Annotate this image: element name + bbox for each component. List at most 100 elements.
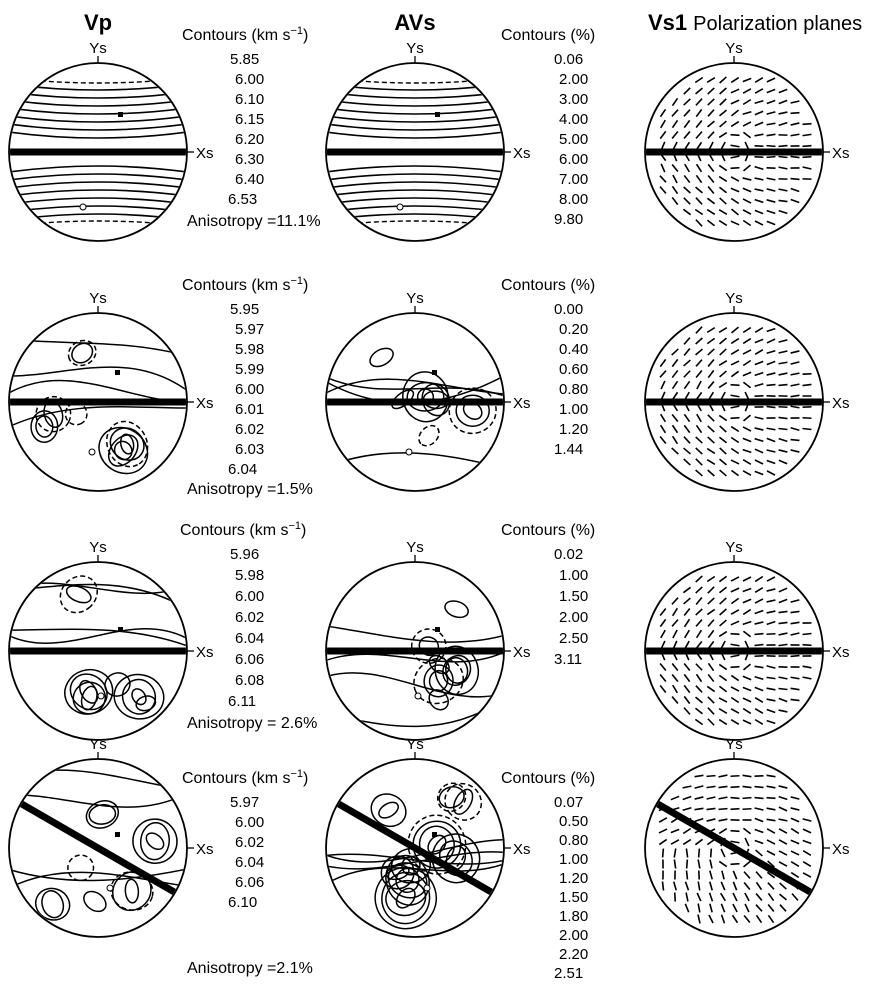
polarization-tick [718,860,728,868]
polarization-tick [706,608,716,616]
polarization-tick [790,155,800,159]
polarization-tick [718,575,728,583]
polarization-tick [718,674,728,682]
polarization-tick [719,197,727,205]
polarization-tick [790,599,800,603]
vp-value: 5.85 [230,51,259,68]
polarization-tick [660,163,666,173]
polarization-tick [802,828,812,834]
contour-line [64,668,114,715]
polarization-tick [742,381,752,389]
polarization-tick [709,859,713,869]
polarization-tick [778,188,788,192]
polarization-tick [754,338,764,344]
stereonet-contents [327,77,503,227]
polarization-tick [754,188,764,192]
vp-value: 6.04 [228,461,257,478]
polarization-tick [697,881,701,891]
polarization-tick [730,187,740,193]
polarization-tick [742,675,752,681]
contour-line [10,165,186,173]
vp-contours-title: Contours (km s−1) [182,25,308,44]
xs-axis-label: Xs [196,644,214,661]
polarization-tick [767,882,775,890]
polarization-tick [730,349,740,355]
polarization-tick [754,416,764,420]
vp-contour-values: 5.85 6.00 6.10 6.15 6.20 6.30 6.40 6.53 [228,51,264,208]
contour-line-dashed [59,575,98,614]
polarization-tick [742,827,752,835]
vp-value: 6.20 [235,131,264,148]
polarization-tick [790,122,800,126]
polarization-tick [802,427,812,431]
polarization-tick [766,372,776,376]
polarization-tick [779,893,787,901]
polarization-tick [790,676,800,680]
polarization-tick [719,608,727,616]
polarization-tick [718,796,728,800]
polarization-tick [754,807,764,811]
polarization-tick [790,438,800,442]
minimum-marker [423,884,431,892]
avs-value: 0.60 [559,361,588,378]
contour-line [10,406,186,428]
polarization-tick [754,665,764,669]
polarization-tick [709,881,713,891]
vp-value: 6.00 [235,588,264,605]
polarization-tick [742,88,752,94]
polarization-tick [754,621,764,625]
polarization-tick [659,108,667,118]
polarization-tick [730,686,740,692]
polarization-tick [766,620,776,626]
polarization-tick [671,109,679,117]
stereonet-contents [327,782,503,930]
anisotropy-label: Anisotropy =11.1% [187,213,321,230]
stereonet-avs-row-2: Ys Xs [325,290,531,492]
polarization-tick [683,348,691,356]
polarization-tick [766,405,776,409]
polarization-tick [671,369,679,379]
polarization-tick [708,914,714,924]
polarization-tick [730,360,740,366]
vp-value: 6.04 [235,630,264,647]
polarization-tick [707,597,715,605]
polarization-tick [695,640,703,650]
polarization-tick [742,587,752,593]
polarization-tick [778,687,788,691]
contour-line [327,376,503,397]
polarization-tick [685,870,689,880]
polarization-tick [659,186,667,194]
polarization-tick [695,337,703,345]
contour-line [431,833,481,884]
contour-line-dashed [105,420,149,468]
polarization-tick [719,469,727,477]
contour-line [71,342,94,364]
minimum-marker [88,448,96,456]
stereonet-avs-row-1: Ys Xs [325,40,531,242]
polarization-tick [683,707,691,715]
polarization-tick [731,208,739,216]
polarization-tick [778,709,788,713]
polarization-tick [682,838,692,846]
polarization-tick [661,848,665,858]
polarization-tick [682,208,692,216]
polarization-tick [719,76,727,84]
polarization-tick [766,676,776,680]
contour-line [10,173,186,181]
polarization-tick [707,586,715,594]
polarization-tick [683,413,691,423]
polarization-tick [718,131,728,139]
polarization-tick [742,77,752,83]
polarization-tick [766,99,776,105]
avs-value: 1.44 [554,441,583,458]
polarization-tick [766,327,776,333]
polarization-tick [706,796,716,800]
polarization-tick [732,881,738,891]
polarization-tick [730,587,740,593]
contour-line [428,689,449,711]
polarization-tick [742,697,752,703]
polarization-tick [694,817,704,823]
avs-value: 1.00 [559,851,588,868]
contour-line-dashed [110,871,154,911]
polarization-tick [697,848,701,858]
